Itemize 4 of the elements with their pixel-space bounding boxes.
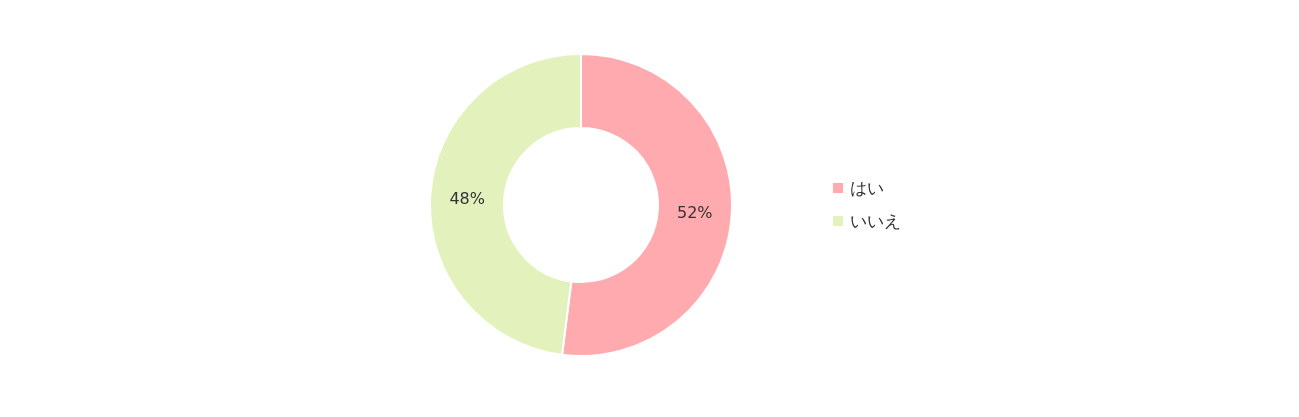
data-label: 52% <box>676 203 713 223</box>
data-label: 48% <box>449 188 486 208</box>
legend-label: はい <box>850 178 884 198</box>
legend-label: いいえ <box>850 211 901 231</box>
